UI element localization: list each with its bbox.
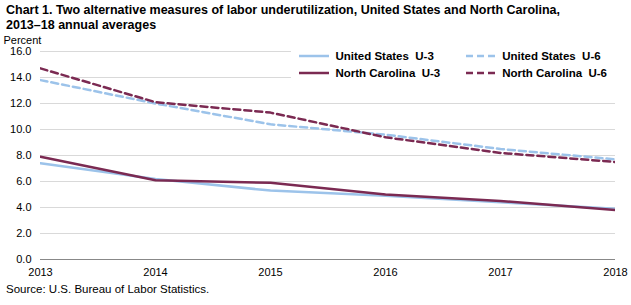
svg-text:10.0: 10.0	[10, 123, 31, 135]
svg-text:2018: 2018	[603, 266, 627, 278]
svg-text:2017: 2017	[488, 266, 512, 278]
svg-text:Percent: Percent	[4, 34, 42, 46]
svg-text:2016: 2016	[373, 266, 397, 278]
html-text:Source: U.S. Bureau of Labor S: Source: U.S. Bureau of Labor Statistics.	[6, 283, 210, 295]
svg-text:2014: 2014	[143, 266, 167, 278]
html-text:North Carolina U-3: North Carolina U-3	[335, 67, 441, 79]
svg-text:0.0: 0.0	[16, 253, 31, 265]
html-text:United States U-3: United States U-3	[335, 50, 434, 62]
svg-text:14.0: 14.0	[10, 71, 31, 83]
html-text:Chart 1. Two alternative measu: Chart 1. Two alternative measures of lab…	[6, 3, 560, 32]
svg-text:4.0: 4.0	[16, 201, 31, 213]
svg-text:2013: 2013	[28, 266, 52, 278]
svg-text:12.0: 12.0	[10, 97, 31, 109]
svg-text:8.0: 8.0	[16, 149, 31, 161]
html-text:North Carolina U-6: North Carolina U-6	[502, 67, 607, 79]
svg-text:16.0: 16.0	[10, 45, 31, 57]
svg-text:6.0: 6.0	[16, 175, 31, 187]
svg-text:2015: 2015	[258, 266, 282, 278]
svg-text:2.0: 2.0	[16, 227, 31, 239]
html-text:United States U-6: United States U-6	[502, 50, 601, 62]
